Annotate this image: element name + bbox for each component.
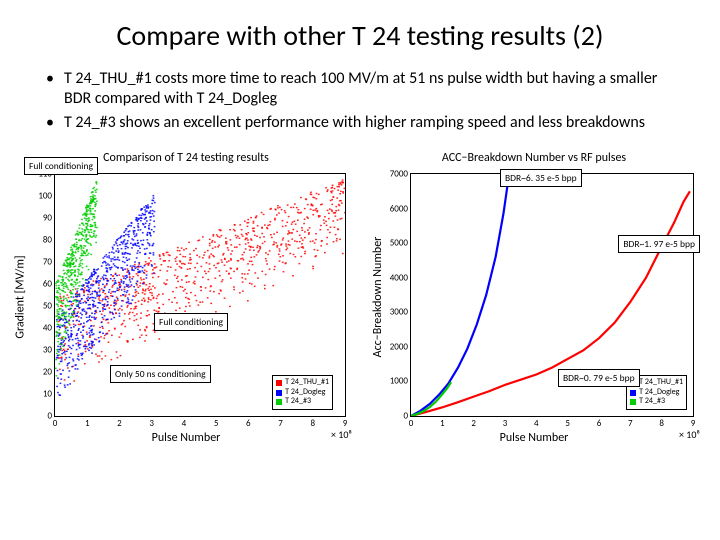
xtick: 3 xyxy=(503,416,508,429)
annotation-box: Full conditioning xyxy=(24,157,98,175)
annotation-box: Full conditioning xyxy=(154,313,228,331)
xtick: 0 xyxy=(409,416,414,429)
xtick: 6 xyxy=(597,416,602,429)
ytick: 6000 xyxy=(390,203,411,214)
right-plot-area: 01000200030004000500060007000 0123456789… xyxy=(410,173,694,417)
xtick: 8 xyxy=(659,416,664,429)
annotation-box: BDR~0. 79 e-5 bpp xyxy=(558,369,640,387)
right-chart-exponent: × 10⁸ xyxy=(679,428,700,441)
xtick: 5 xyxy=(214,416,219,429)
left-chart-xlabel: Pulse Number xyxy=(16,431,356,445)
ytick: 40 xyxy=(43,323,55,334)
left-chart-exponent: × 10⁸ xyxy=(331,428,352,441)
xtick: 7 xyxy=(628,416,633,429)
ytick: 10 xyxy=(43,389,55,400)
ytick: 5000 xyxy=(390,238,411,249)
ytick: 50 xyxy=(43,301,55,312)
ytick: 2000 xyxy=(390,341,411,352)
ytick: 70 xyxy=(43,257,55,268)
ytick: 90 xyxy=(43,213,55,224)
legend-item: T 24_#3 xyxy=(630,397,683,407)
xtick: 1 xyxy=(85,416,90,429)
legend-item: T 24_#3 xyxy=(276,397,329,407)
ytick: 3000 xyxy=(390,307,411,318)
xtick: 3 xyxy=(149,416,154,429)
xtick: 2 xyxy=(471,416,476,429)
xtick: 8 xyxy=(310,416,315,429)
left-chart: Comparison of T 24 testing results Gradi… xyxy=(16,147,356,447)
ytick: 80 xyxy=(43,235,55,246)
xtick: 2 xyxy=(117,416,122,429)
right-chart-xlabel: Pulse Number xyxy=(364,431,704,445)
bullet-list: T 24_THU_#1 costs more time to reach 100… xyxy=(0,63,720,147)
xtick: 9 xyxy=(343,416,348,429)
ytick: 4000 xyxy=(390,272,411,283)
ytick: 20 xyxy=(43,367,55,378)
xtick: 1 xyxy=(440,416,445,429)
ytick: 60 xyxy=(43,279,55,290)
xtick: 6 xyxy=(246,416,251,429)
annotation-box: BDR~1. 97 e-5 bpp xyxy=(618,235,700,253)
right-chart-title: ACC−Breakdown Number vs RF pulses xyxy=(364,151,704,165)
left-chart-ylabel: Gradient [MV/m] xyxy=(13,255,27,338)
annotation-box: Only 50 ns conditioning xyxy=(110,365,211,383)
xtick: 9 xyxy=(691,416,696,429)
ytick: 100 xyxy=(38,191,55,202)
ytick: 1000 xyxy=(390,376,411,387)
xtick: 0 xyxy=(53,416,58,429)
ytick: 7000 xyxy=(390,169,411,180)
xtick: 4 xyxy=(182,416,187,429)
xtick: 5 xyxy=(565,416,570,429)
right-chart: ACC−Breakdown Number vs RF pulses Acc−Br… xyxy=(364,147,704,447)
charts-row: Comparison of T 24 testing results Gradi… xyxy=(0,147,720,447)
xtick: 4 xyxy=(534,416,539,429)
page-title: Compare with other T 24 testing results … xyxy=(0,0,720,63)
xtick: 7 xyxy=(278,416,283,429)
left-legend: T 24_THU_#1T 24_DoglegT 24_#3 xyxy=(272,375,333,410)
bullet-item: T 24_#3 shows an excellent performance w… xyxy=(64,113,672,133)
right-chart-ylabel: Acc−Breakdown Number xyxy=(371,237,385,358)
annotation-box: BDR~6. 35 e-5 bpp xyxy=(500,169,582,187)
bullet-item: T 24_THU_#1 costs more time to reach 100… xyxy=(64,69,672,109)
ytick: 30 xyxy=(43,345,55,356)
